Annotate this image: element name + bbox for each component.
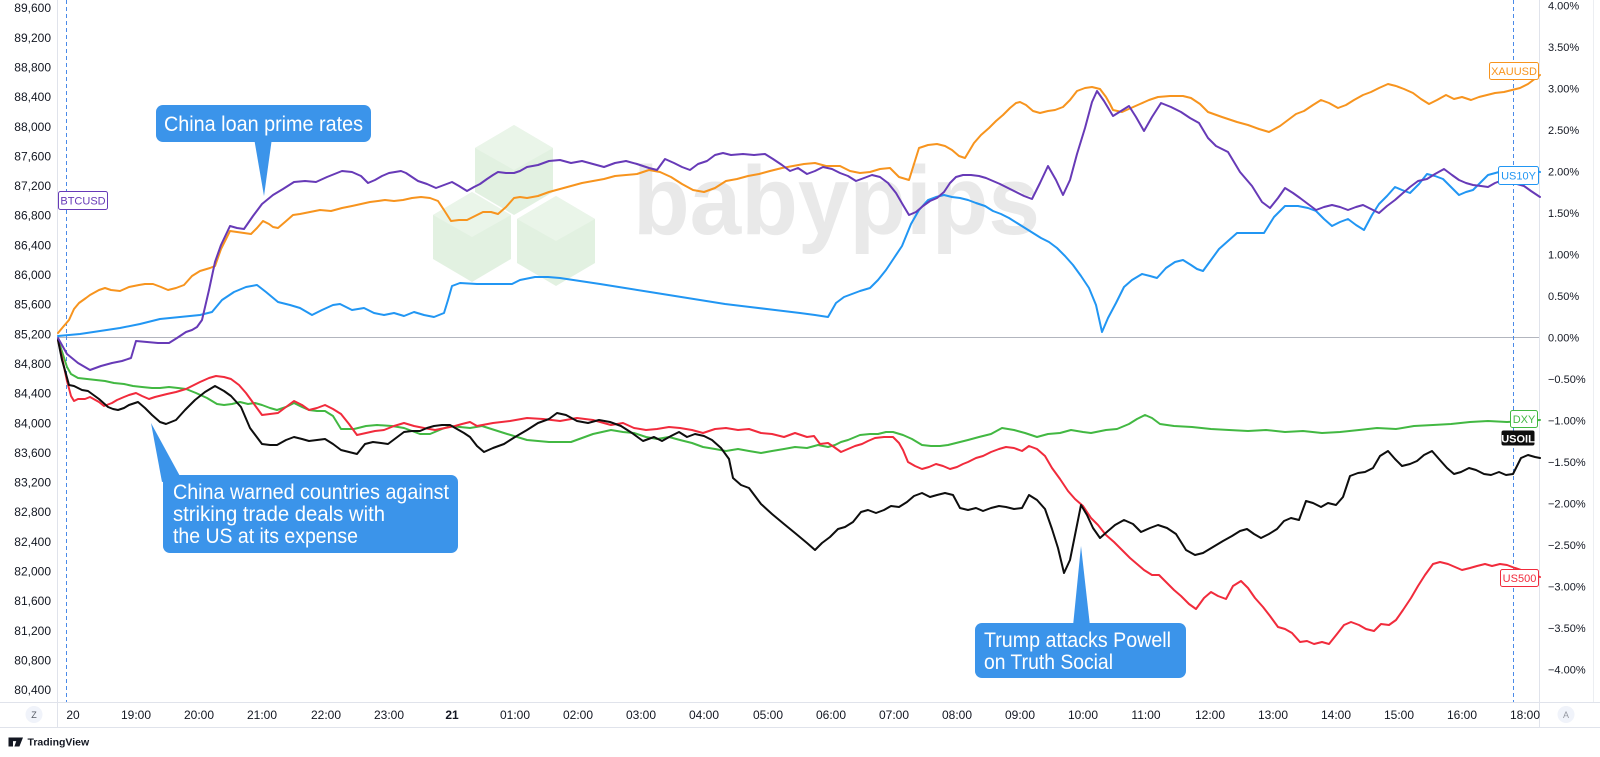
- svg-text:01:00: 01:00: [500, 708, 530, 722]
- svg-text:05:00: 05:00: [753, 708, 783, 722]
- svg-text:2.50%: 2.50%: [1548, 125, 1579, 137]
- svg-text:88,800: 88,800: [14, 61, 51, 75]
- svg-text:20: 20: [66, 708, 80, 722]
- svg-text:0.50%: 0.50%: [1548, 291, 1579, 303]
- svg-text:the US at its expense: the US at its expense: [173, 525, 358, 548]
- svg-text:81,200: 81,200: [14, 624, 51, 638]
- svg-text:87,600: 87,600: [14, 149, 51, 163]
- svg-text:83,200: 83,200: [14, 476, 51, 490]
- svg-text:20:00: 20:00: [184, 708, 214, 722]
- svg-text:Z: Z: [31, 710, 37, 720]
- svg-text:4.00%: 4.00%: [1548, 1, 1579, 13]
- svg-text:85,600: 85,600: [14, 298, 51, 312]
- svg-text:84,000: 84,000: [14, 416, 51, 430]
- svg-text:02:00: 02:00: [563, 708, 593, 722]
- svg-text:3.00%: 3.00%: [1548, 84, 1579, 96]
- svg-text:10:00: 10:00: [1068, 708, 1098, 722]
- svg-text:22:00: 22:00: [311, 708, 341, 722]
- svg-text:82,000: 82,000: [14, 565, 51, 579]
- svg-text:82,400: 82,400: [14, 535, 51, 549]
- svg-text:−3.50%: −3.50%: [1548, 623, 1586, 635]
- svg-text:09:00: 09:00: [1005, 708, 1035, 722]
- svg-text:16:00: 16:00: [1447, 708, 1477, 722]
- svg-text:DXY: DXY: [1513, 414, 1536, 426]
- svg-text:84,800: 84,800: [14, 357, 51, 371]
- svg-text:23:00: 23:00: [374, 708, 404, 722]
- svg-text:US500: US500: [1503, 573, 1537, 585]
- svg-text:14:00: 14:00: [1321, 708, 1351, 722]
- svg-text:85,200: 85,200: [14, 327, 51, 341]
- svg-text:19:00: 19:00: [121, 708, 151, 722]
- svg-text:80,400: 80,400: [14, 683, 51, 697]
- svg-text:11:00: 11:00: [1131, 708, 1160, 722]
- svg-text:83,600: 83,600: [14, 446, 51, 460]
- svg-text:3.50%: 3.50%: [1548, 42, 1579, 54]
- svg-text:−1.50%: −1.50%: [1548, 457, 1586, 469]
- svg-text:0.00%: 0.00%: [1548, 333, 1579, 345]
- svg-text:TradingView: TradingView: [28, 737, 90, 749]
- svg-text:89,200: 89,200: [14, 31, 51, 45]
- svg-text:82,800: 82,800: [14, 505, 51, 519]
- svg-text:BTCUSD: BTCUSD: [60, 195, 105, 207]
- svg-text:12:00: 12:00: [1195, 708, 1225, 722]
- svg-text:−2.00%: −2.00%: [1548, 499, 1586, 511]
- svg-text:04:00: 04:00: [689, 708, 719, 722]
- svg-text:81,600: 81,600: [14, 594, 51, 608]
- svg-text:08:00: 08:00: [942, 708, 972, 722]
- svg-text:13:00: 13:00: [1258, 708, 1288, 722]
- svg-text:80,800: 80,800: [14, 654, 51, 668]
- svg-text:−1.00%: −1.00%: [1548, 416, 1586, 428]
- svg-text:XAUUSD: XAUUSD: [1491, 66, 1537, 78]
- svg-text:on Truth Social: on Truth Social: [984, 651, 1113, 674]
- svg-text:1.00%: 1.00%: [1548, 250, 1579, 262]
- svg-text:1.50%: 1.50%: [1548, 208, 1579, 220]
- svg-text:86,400: 86,400: [14, 238, 51, 252]
- svg-text:84,400: 84,400: [14, 387, 51, 401]
- svg-text:−4.00%: −4.00%: [1548, 665, 1586, 677]
- svg-text:A: A: [1563, 710, 1569, 720]
- svg-text:03:00: 03:00: [626, 708, 656, 722]
- svg-text:striking trade deals with: striking trade deals with: [173, 503, 385, 526]
- svg-text:88,000: 88,000: [14, 120, 51, 134]
- svg-text:87,200: 87,200: [14, 179, 51, 193]
- svg-text:88,400: 88,400: [14, 90, 51, 104]
- svg-text:21:00: 21:00: [247, 708, 277, 722]
- svg-text:06:00: 06:00: [816, 708, 846, 722]
- svg-text:US10Y: US10Y: [1501, 170, 1537, 182]
- svg-text:−2.50%: −2.50%: [1548, 540, 1586, 552]
- svg-text:USOIL: USOIL: [1501, 434, 1535, 446]
- svg-text:07:00: 07:00: [879, 708, 909, 722]
- svg-text:babypips: babypips: [633, 146, 1040, 255]
- svg-text:89,600: 89,600: [14, 1, 51, 15]
- svg-text:86,800: 86,800: [14, 209, 51, 223]
- svg-text:China loan prime rates: China loan prime rates: [164, 113, 363, 136]
- svg-text:2.00%: 2.00%: [1548, 167, 1579, 179]
- svg-text:21: 21: [445, 708, 459, 722]
- svg-text:86,000: 86,000: [14, 268, 51, 282]
- svg-text:18:00: 18:00: [1510, 708, 1540, 722]
- svg-text:Trump attacks Powell: Trump attacks Powell: [984, 629, 1171, 652]
- svg-text:15:00: 15:00: [1384, 708, 1414, 722]
- svg-text:−3.00%: −3.00%: [1548, 582, 1586, 594]
- svg-text:−0.50%: −0.50%: [1548, 374, 1586, 386]
- svg-text:China warned countries against: China warned countries against: [173, 481, 449, 504]
